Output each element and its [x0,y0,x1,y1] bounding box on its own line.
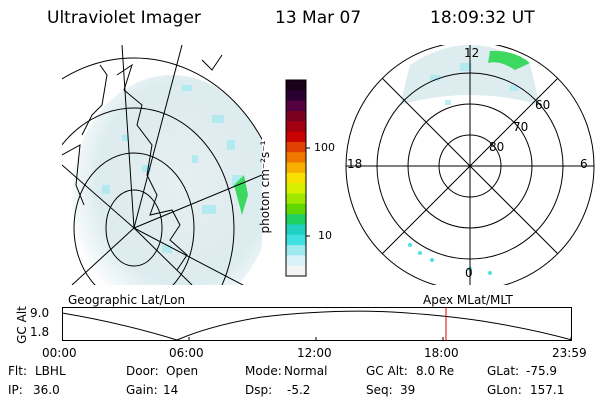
mlat-rings [345,45,595,285]
colorbar-unit-label: photon cm⁻²s⁻¹ [258,140,272,234]
mlt-label-6: 6 [580,157,588,171]
colorbar-cell [286,152,306,164]
geographic-image-panel[interactable] [62,45,262,285]
door-label: Door: [126,364,159,378]
colorbar-cell [286,183,306,194]
lat-lon-grid [62,45,262,285]
ip-label: IP: [8,383,23,397]
colorbar-cell [286,245,306,256]
dsp-label: Dsp: [245,383,273,397]
time-tick-0600: 06:00 [169,346,204,360]
gc-alt-label: GC Alt: [366,364,408,378]
colorbar-cell [286,265,306,277]
gc-alt-tick-low: 1.8 [30,325,50,339]
colorbar-cell [286,172,306,184]
colorbar-cell [286,234,306,246]
mlat-label-70: 70 [513,120,529,134]
time-tick-2359: 23:59 [552,346,587,360]
gc-alt-tick-high: 9.0 [30,306,50,320]
dsp-value: -5.2 [287,383,311,397]
filter-value: LBHL [35,364,66,378]
uv-emission-region [72,75,262,285]
date-label: 13 Mar 07 [275,8,362,28]
seq-label: Seq: [366,383,393,397]
door-value: Open [166,364,199,378]
mode-value: Normal [284,364,328,378]
gain-label: Gain: [126,383,158,397]
magnetic-panel-label: Apex MLat/MLT [423,293,513,307]
colorbar-cell [286,203,306,215]
filter-label: Flt: [8,364,27,378]
colorbar-cell [286,110,306,122]
aurora-speckle [102,85,242,253]
instrument-title: Ultraviolet Imager [47,8,201,28]
colorbar-cell [286,100,306,112]
gain-value: 14 [163,383,179,397]
colorbar-cell [286,162,306,174]
seq-value: 39 [400,383,416,397]
glat-value: -75.9 [526,364,558,378]
mode-label: Mode: [245,364,282,378]
colorbar-tick-100: 100 [314,141,335,154]
colorbar-cell [286,214,306,225]
ip-value: 36.0 [33,383,60,397]
time-tick-0000: 00:00 [42,346,77,360]
colorbar-cell [286,193,306,205]
colorbar-cell [286,224,306,236]
mlat-label-80: 80 [489,140,505,154]
color-scale-bar [285,79,310,277]
colorbar-cell [286,255,306,267]
mlat-label-60: 60 [535,98,551,112]
time-tick-1200: 12:00 [297,346,332,360]
orbit-plot-ticks [62,337,572,341]
mlt-label-0: 0 [465,266,473,280]
glon-label: GLon: [487,383,522,397]
geographic-panel-label: Geographic Lat/Lon [68,293,186,307]
gc-alt-value: 8.0 Re [416,364,455,378]
colorbar-cell [286,141,306,153]
magnetic-polar-panel[interactable] [340,45,600,285]
mlt-label-18: 18 [347,157,363,171]
colorbar-cell [286,131,306,143]
glat-label: GLat: [487,364,520,378]
time-tick-1800: 18:00 [424,346,459,360]
colorbar-cell [286,80,306,91]
glon-value: 157.1 [530,383,565,397]
orbit-plot-frame [62,307,572,341]
earth-map [62,45,262,285]
colorbar-tick-10: 10 [318,229,332,242]
colorbar-cell [286,90,306,102]
colorbar-cell [286,121,306,133]
time-label: 18:09:32 UT [430,8,535,28]
mlt-label-12: 12 [464,46,480,60]
gc-alt-axis-label: GC Alt [15,306,29,344]
gc-alt-orbit-plot[interactable] [62,307,572,341]
orbit-altitude-curve [62,310,572,341]
